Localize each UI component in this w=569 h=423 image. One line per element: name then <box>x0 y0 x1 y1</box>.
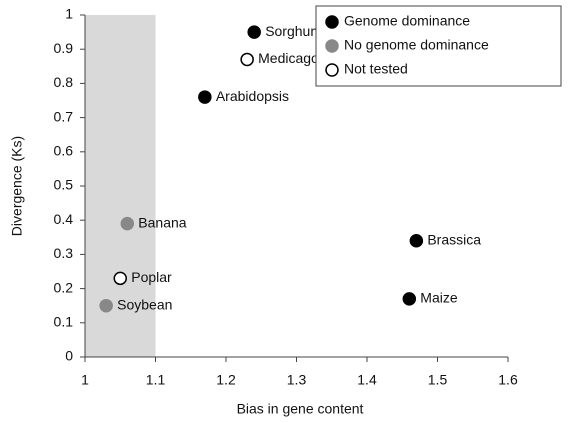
x-tick-label: 1 <box>81 372 89 388</box>
point <box>198 90 212 104</box>
legend-marker <box>325 39 339 53</box>
x-tick-label: 1.1 <box>146 372 166 388</box>
legend-label: Genome dominance <box>344 13 470 29</box>
y-tick-label: 0.9 <box>54 40 74 56</box>
y-tick-label: 0.2 <box>54 279 74 295</box>
legend-marker <box>325 63 339 77</box>
x-tick-label: 1.4 <box>357 372 377 388</box>
y-tick-label: 0.8 <box>54 74 74 90</box>
point-label: Arabidopsis <box>216 88 289 104</box>
point <box>402 292 417 306</box>
x-axis-label: Bias in gene content <box>237 401 364 417</box>
point <box>247 25 261 39</box>
point-label: Soybean <box>117 296 172 312</box>
shaded-region <box>85 15 156 357</box>
x-tick-label: 1.6 <box>498 372 518 388</box>
legend-marker <box>325 15 339 29</box>
legend-label: Not tested <box>344 61 408 77</box>
x-tick-label: 1.3 <box>287 372 307 388</box>
y-tick-label: 0 <box>65 348 73 364</box>
point-label: Maize <box>420 290 458 306</box>
point-label: Brassica <box>427 231 481 247</box>
point <box>409 233 424 248</box>
point <box>99 298 113 313</box>
y-tick-label: 0.4 <box>54 211 74 227</box>
x-tick-label: 1.2 <box>216 372 236 388</box>
y-axis-label: Divergence (Ks) <box>9 136 25 236</box>
y-tick-label: 0.7 <box>54 108 74 124</box>
y-tick-label: 0.6 <box>54 143 74 159</box>
y-tick-label: 0.1 <box>54 314 74 330</box>
point <box>120 216 135 231</box>
x-tick-label: 1.5 <box>428 372 448 388</box>
legend-box <box>315 5 562 87</box>
point-label: Medicago <box>258 50 319 66</box>
y-tick-label: 0.3 <box>54 245 74 261</box>
y-tick-label: 1 <box>65 6 73 22</box>
legend-label: No genome dominance <box>344 37 489 53</box>
point-label: Banana <box>138 214 186 230</box>
point <box>113 271 127 286</box>
y-tick-label: 0.5 <box>54 177 74 193</box>
point <box>240 52 254 67</box>
point-label: Sorghum <box>265 23 322 39</box>
point-label: Poplar <box>131 269 172 285</box>
